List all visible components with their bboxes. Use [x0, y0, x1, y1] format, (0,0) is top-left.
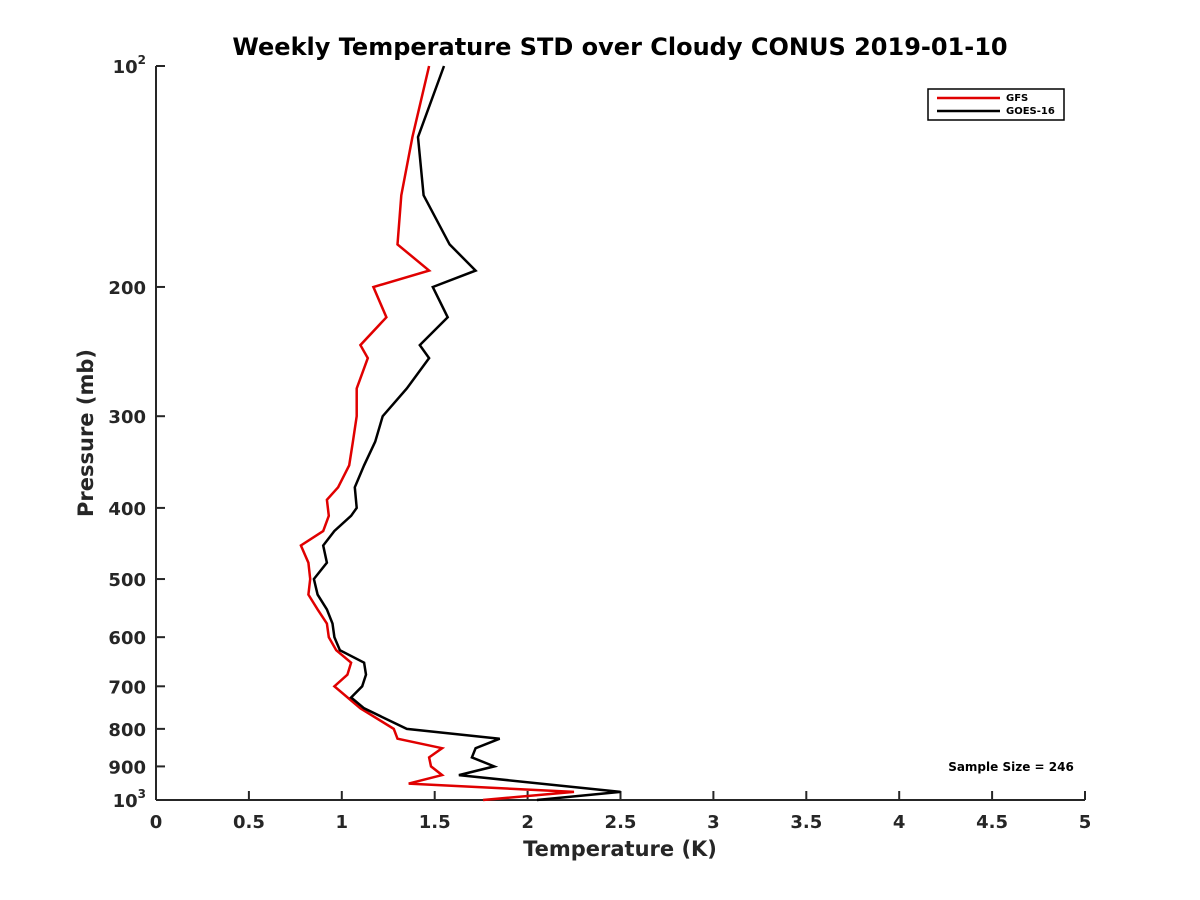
legend-box: [927, 88, 1065, 121]
legend-label-gfs: GFS: [1006, 93, 1028, 104]
legend: GFS GOES-16: [927, 88, 1065, 121]
x-tick-label: 1: [336, 812, 349, 833]
x-tick-label: 5: [1079, 812, 1092, 833]
x-tick-label: 3: [707, 812, 720, 833]
y-tick-label: 102: [113, 53, 146, 78]
x-tick-label: 2.5: [605, 812, 637, 833]
y-tick-label: 103: [113, 787, 146, 812]
x-tick-label: 0: [150, 812, 163, 833]
x-tick-label: 2: [521, 812, 534, 833]
x-tick-label: 4: [893, 812, 906, 833]
sample-size-annotation: Sample Size = 246: [948, 760, 1074, 774]
y-tick-label: 800: [108, 720, 146, 741]
y-tick-label: 300: [108, 407, 146, 428]
x-tick-label: 4.5: [976, 812, 1008, 833]
x-tick-label: 1.5: [419, 812, 451, 833]
y-tick-label: 200: [108, 278, 146, 299]
series-line-goes16: [312, 65, 621, 802]
y-tick-label: 500: [108, 570, 146, 591]
plot-axes: 0 0.5 1 1.5 2 2.5 3 3.5 4 4.5 5 102 200 300 400 500 600 7…: [108, 53, 1091, 833]
y-tick-label: 900: [108, 757, 146, 778]
series-layer: [299, 65, 621, 802]
y-tick-label: 400: [108, 499, 146, 520]
series-line-gfs: [299, 65, 575, 802]
y-axis-label: Pressure (mb): [74, 349, 98, 517]
y-tick-label: 700: [108, 677, 146, 698]
y-tick-label: 600: [108, 628, 146, 649]
x-axis-label: Temperature (K): [523, 837, 717, 861]
x-tick-label: 3.5: [790, 812, 822, 833]
chart-title: Weekly Temperature STD over Cloudy CONUS…: [232, 33, 1007, 61]
x-tick-label: 0.5: [233, 812, 265, 833]
legend-label-goes16: GOES-16: [1006, 106, 1055, 117]
